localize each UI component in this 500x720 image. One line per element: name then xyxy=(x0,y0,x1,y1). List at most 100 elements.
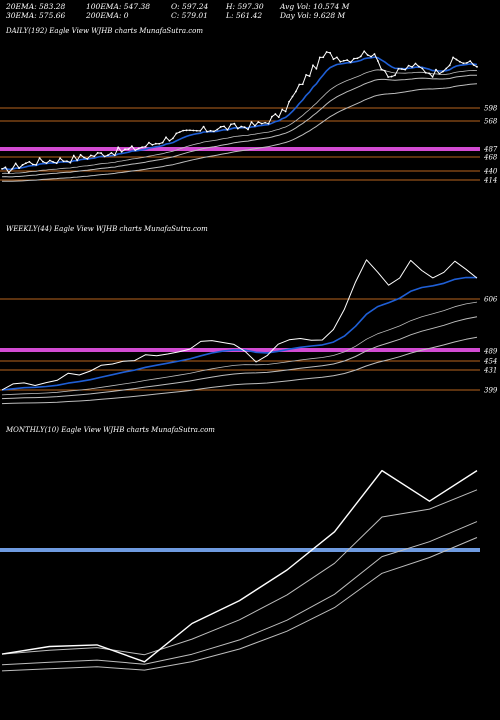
ema100-stat: 100EMA: 547.38 xyxy=(86,2,151,11)
price-point xyxy=(69,161,72,164)
price-point xyxy=(96,151,99,154)
price-point xyxy=(363,50,366,53)
level-label: 487 xyxy=(483,146,498,154)
price-point xyxy=(359,55,362,58)
ema-short-line xyxy=(1,56,478,171)
price-point xyxy=(230,123,232,126)
price-point xyxy=(277,116,280,119)
price-point xyxy=(445,67,448,70)
price-point xyxy=(59,157,61,160)
price-point xyxy=(130,145,133,148)
ema-short-line xyxy=(1,276,478,391)
price-point xyxy=(7,171,10,174)
price-point xyxy=(107,154,109,157)
ema-30-line xyxy=(1,301,478,396)
avg-vol-stat: Avg Vol: 10.574 M xyxy=(280,2,350,11)
price-point xyxy=(353,57,355,60)
price-point xyxy=(325,51,328,53)
price-point xyxy=(253,124,256,127)
price-point xyxy=(267,122,270,125)
price-point xyxy=(79,153,82,156)
price-point xyxy=(465,62,468,64)
price-point xyxy=(281,108,284,111)
ema200-stat: 200EMA: 0 xyxy=(86,11,129,20)
price-point xyxy=(349,61,352,64)
level-label: 414 xyxy=(483,177,497,185)
price-point xyxy=(161,141,164,144)
level-label: 399 xyxy=(484,387,498,395)
price-point xyxy=(390,75,393,78)
ema-mid-line xyxy=(1,316,478,400)
price-point xyxy=(48,159,51,162)
price-point xyxy=(462,62,465,65)
price-point xyxy=(110,151,113,154)
price-point xyxy=(291,95,294,98)
highlight-level xyxy=(0,548,480,552)
price-point xyxy=(472,64,475,66)
price-point xyxy=(42,160,44,163)
price-point xyxy=(335,56,338,59)
price-point xyxy=(435,68,437,71)
monthly-chart-title: MONTHLY(10) Eagle View WJHB charts Munaf… xyxy=(6,426,215,434)
price-point xyxy=(356,57,359,60)
price-point xyxy=(476,65,478,68)
price-point xyxy=(438,72,441,75)
price-point xyxy=(301,83,304,86)
low-stat: L: 561.42 xyxy=(226,11,263,20)
price-point xyxy=(100,152,103,154)
highlight-level xyxy=(0,147,480,151)
level-label: 568 xyxy=(484,118,498,126)
price-point xyxy=(342,59,345,62)
price-line xyxy=(1,259,478,391)
price-point xyxy=(199,129,202,132)
price-point xyxy=(192,129,195,132)
price-point xyxy=(305,74,308,76)
price-point xyxy=(250,121,253,123)
price-point xyxy=(178,131,181,134)
level-label: 468 xyxy=(483,154,498,162)
price-point xyxy=(243,126,246,129)
price-point xyxy=(28,160,31,163)
price-point xyxy=(298,83,301,86)
price-point xyxy=(25,162,27,165)
price-point xyxy=(469,60,472,62)
price-point xyxy=(260,122,263,125)
price-point xyxy=(209,129,212,132)
ema-short-line xyxy=(1,489,478,656)
ema-long-line xyxy=(1,537,478,672)
price-point xyxy=(383,69,386,72)
ema-30-line xyxy=(1,69,478,174)
price-point xyxy=(151,143,154,146)
price-point xyxy=(14,162,17,165)
price-point xyxy=(168,139,171,142)
price-point xyxy=(240,125,243,128)
close-stat: C: 579.01 xyxy=(171,11,208,20)
price-point xyxy=(189,129,191,132)
price-point xyxy=(35,163,38,166)
daily-chart-title: DAILY(192) Eagle View WJHB charts Munafa… xyxy=(6,27,204,35)
price-point xyxy=(236,127,239,130)
ema-long-line xyxy=(2,83,478,182)
price-point xyxy=(18,167,20,170)
price-point xyxy=(284,110,287,113)
day-vol-stat: Day Vol: 9.628 M xyxy=(280,11,346,20)
price-point xyxy=(89,154,92,157)
price-point xyxy=(202,125,205,128)
ema-mid-line xyxy=(1,521,478,666)
price-point xyxy=(318,56,321,59)
price-point xyxy=(312,64,314,67)
price-point xyxy=(185,129,188,132)
price-point xyxy=(400,68,403,70)
price-point xyxy=(11,167,14,170)
price-point xyxy=(247,128,249,131)
price-point xyxy=(271,115,273,118)
price-point xyxy=(418,65,420,68)
price-point xyxy=(322,56,325,59)
price-point xyxy=(366,54,369,56)
price-point xyxy=(45,162,48,165)
price-line xyxy=(1,469,478,663)
price-point xyxy=(83,156,85,159)
price-point xyxy=(226,128,229,131)
level-label: 606 xyxy=(484,296,498,304)
price-point xyxy=(233,122,236,125)
